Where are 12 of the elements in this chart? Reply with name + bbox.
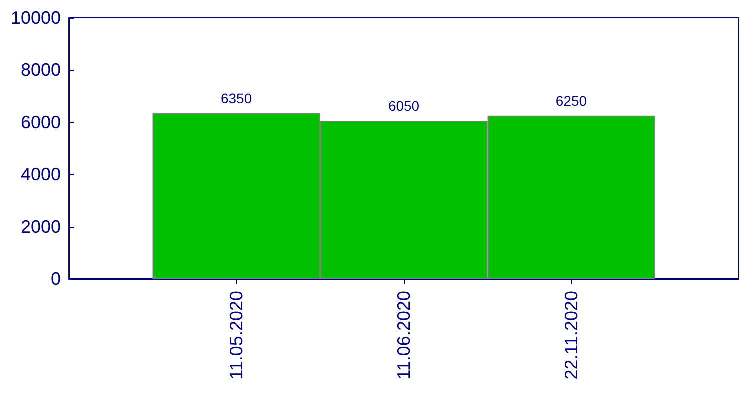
y-tick-label: 8000 [21, 60, 62, 80]
y-tick-label: 0 [51, 269, 62, 289]
data-label: 6050 [388, 98, 420, 114]
y-tick-label: 4000 [21, 164, 62, 185]
data-label: 6250 [556, 92, 588, 109]
y-tick-label: 10000 [10, 8, 62, 28]
data-label: 6350 [220, 90, 252, 106]
x-tick-label: 11.06.2020 [394, 291, 414, 380]
x-tick-label: 22.11.2020 [562, 291, 582, 380]
y-tick-label: 6000 [21, 112, 62, 132]
x-tick-label: 11.05.2020 [226, 291, 247, 380]
y-tick-label: 2000 [21, 216, 62, 237]
